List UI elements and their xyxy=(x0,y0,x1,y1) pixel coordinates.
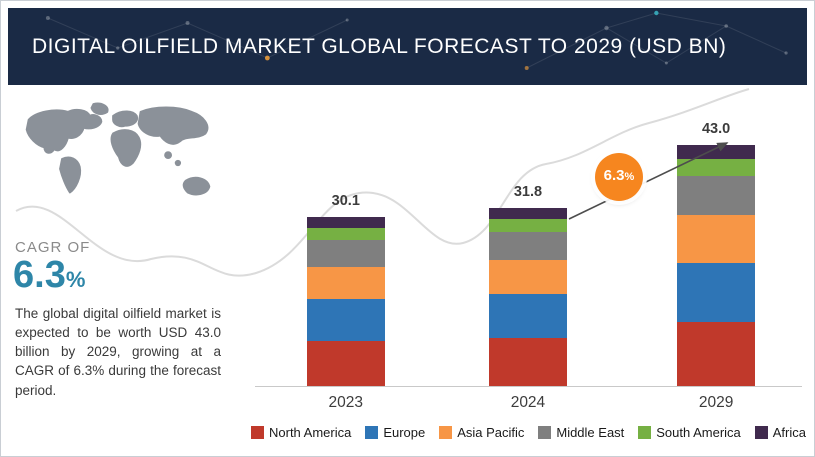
page-title: DIGITAL OILFIELD MARKET GLOBAL FORECAST … xyxy=(32,34,727,58)
legend-item-north-america: North America xyxy=(251,425,351,440)
segment-asia-pacific-2024 xyxy=(488,259,567,295)
world-map xyxy=(11,93,227,231)
x-axis-label-2029: 2029 xyxy=(698,394,734,411)
segment-europe-2029 xyxy=(677,262,756,322)
segment-middle-east-2023 xyxy=(306,239,385,267)
legend-item-asia-pacific: Asia Pacific xyxy=(439,425,524,440)
legend-item-south-america: South America xyxy=(638,425,741,440)
sidebar: CAGR OF 6.3% The global digital oilfield… xyxy=(11,93,233,448)
bar-total-label-2029: 43.0 xyxy=(701,121,731,138)
x-axis-label-2023: 2023 xyxy=(328,394,364,411)
legend-label-north-america: North America xyxy=(269,425,352,440)
network-decoration xyxy=(45,10,788,70)
legend-label-south-america: South America xyxy=(656,425,741,440)
segment-asia-pacific-2023 xyxy=(306,266,385,300)
legend-swatch-middle-east xyxy=(538,426,552,439)
segment-south-america-2024 xyxy=(488,218,567,232)
segment-asia-pacific-2029 xyxy=(677,215,756,263)
legend-swatch-asia-pacific xyxy=(439,426,453,439)
segment-africa-2023 xyxy=(306,217,385,228)
legend-item-europe: Europe xyxy=(365,425,425,440)
segment-south-america-2029 xyxy=(677,159,756,177)
growth-badge-percent-sign: % xyxy=(624,171,635,183)
bar-total-label-2023: 30.1 xyxy=(331,193,360,210)
segment-north-america-2024 xyxy=(488,338,567,386)
legend-label-asia-pacific: Asia Pacific xyxy=(457,425,525,440)
bar-total-label-2024: 31.8 xyxy=(513,184,543,201)
stacked-bar-2024: 31.8 xyxy=(488,184,567,386)
year-labels: 2023 2024 2029 xyxy=(255,394,802,416)
legend-swatch-south-america xyxy=(638,426,652,439)
legend-label-africa: Africa xyxy=(772,425,806,440)
market-description: The global digital oilfield market is ex… xyxy=(15,305,221,398)
cagr-percent-sign: % xyxy=(65,267,86,292)
legend-item-middle-east: Middle East xyxy=(538,425,624,440)
legend-label-europe: Europe xyxy=(383,425,426,440)
legend-item-africa: Africa xyxy=(754,425,806,440)
segment-africa-2024 xyxy=(488,208,567,219)
stacked-bar-2023: 30.1 xyxy=(306,193,385,386)
segment-north-america-2029 xyxy=(677,321,756,386)
growth-badge: 6.3% xyxy=(595,153,643,201)
cagr-number: 6.3 xyxy=(13,254,66,296)
x-axis-label-2024: 2024 xyxy=(510,394,546,411)
chart-region: 30.1 31.8 43.0 2023 2024 2029 North America E… xyxy=(241,91,808,450)
plot-area: 30.1 31.8 43.0 xyxy=(255,91,802,387)
legend-label-middle-east: Middle East xyxy=(556,425,625,440)
stacked-bar-2029: 43.0 xyxy=(677,121,756,386)
legend-swatch-africa xyxy=(754,426,768,439)
header: DIGITAL OILFIELD MARKET GLOBAL FORECAST … xyxy=(8,8,807,85)
cagr-value: 6.3% xyxy=(13,254,233,296)
segment-south-america-2023 xyxy=(306,227,385,240)
legend-swatch-europe xyxy=(365,426,379,439)
segment-middle-east-2029 xyxy=(677,176,756,216)
segment-europe-2024 xyxy=(488,294,567,339)
growth-badge-value: 6.3 xyxy=(603,167,625,184)
legend: North America Europe Asia Pacific Middle Ea… xyxy=(251,425,806,440)
legend-swatch-north-america xyxy=(251,426,264,439)
segment-middle-east-2024 xyxy=(488,231,567,260)
segment-north-america-2023 xyxy=(306,341,385,386)
segment-africa-2029 xyxy=(677,145,756,160)
segment-europe-2023 xyxy=(306,299,385,342)
